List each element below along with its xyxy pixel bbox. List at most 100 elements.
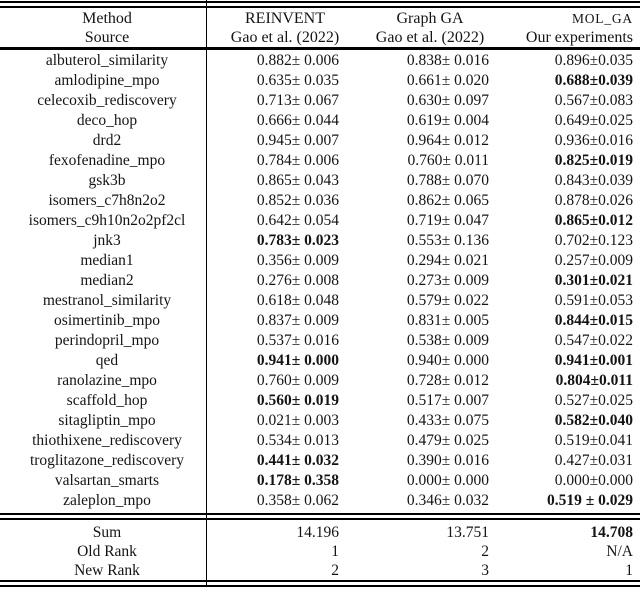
value-cell: 0.567±0.083 <box>554 92 633 109</box>
table-row: Old Rank 1 2 N/A <box>0 542 640 561</box>
value-cell: 0.649±0.025 <box>554 112 633 129</box>
summary-label: New Rank <box>74 562 140 579</box>
table-row: gsk3b 0.865± 0.043 0.788± 0.070 0.843±0.039 <box>0 171 640 191</box>
value-cell: 0.560± 0.019 <box>256 392 339 409</box>
method-label: celecoxib_rediscovery <box>37 92 177 109</box>
benchmark-rows: albuterol_similarity 0.882± 0.006 0.838± 0… <box>0 51 640 511</box>
method-label: drd2 <box>92 132 122 149</box>
value-cell: 0.804±0.011 <box>555 372 633 389</box>
table-row: troglitazone_rediscovery 0.441± 0.032 0.39… <box>0 451 640 471</box>
top-rule-thick <box>0 0 640 4</box>
table-row: jnk3 0.783± 0.023 0.553± 0.136 0.702±0.123 <box>0 231 640 251</box>
header-mol-ga-label: MOL_GA <box>571 10 633 26</box>
value-cell: 0.642± 0.054 <box>256 212 339 229</box>
table-row: median2 0.276± 0.008 0.273± 0.009 0.301±0.0… <box>0 271 640 291</box>
value-cell: 0.941± 0.000 <box>256 352 339 369</box>
header-reinvent-label: REINVENT <box>245 9 325 27</box>
bottom-rule-thick <box>0 579 640 583</box>
value-cell: 0.844±0.015 <box>554 312 633 329</box>
table-header: Method Source REINVENT Gao et al. (2022)… <box>0 9 640 47</box>
method-label: isomers_c9h10n2o2pf2cl <box>28 212 186 229</box>
summary-label: Sum <box>92 524 122 541</box>
value-cell: 0.760± 0.009 <box>256 372 339 389</box>
value-cell: 0.896±0.035 <box>554 52 633 69</box>
value-cell: 0.630± 0.097 <box>406 92 489 109</box>
method-label: fexofenadine_mpo <box>48 152 166 169</box>
value-cell: 0.427±0.031 <box>554 452 633 469</box>
table-row: osimertinib_mpo 0.837± 0.009 0.831± 0.005 0… <box>0 311 640 331</box>
value-cell: 0.635± 0.035 <box>256 72 339 89</box>
value-cell: 0.878±0.026 <box>554 192 633 209</box>
value-cell: 0.517± 0.007 <box>406 392 489 409</box>
table-row: celecoxib_rediscovery 0.713± 0.067 0.630± … <box>0 91 640 111</box>
value-cell: 0.719± 0.047 <box>406 212 489 229</box>
table-row: mestranol_similarity 0.618± 0.048 0.579± 0… <box>0 291 640 311</box>
header-mol-ga: MOL_GA Our experiments <box>496 9 640 47</box>
header-reinvent-citation: Gao et al. (2022) <box>230 28 340 46</box>
value-cell: 0.940± 0.000 <box>406 352 489 369</box>
value-cell: 0.178± 0.358 <box>256 472 339 489</box>
value-cell: 0.852± 0.036 <box>256 192 339 209</box>
value-cell: 0.964± 0.012 <box>406 132 489 149</box>
table-row: amlodipine_mpo 0.635± 0.035 0.661± 0.020 0.… <box>0 71 640 91</box>
header-separator-rule <box>0 47 640 50</box>
table-row: zaleplon_mpo 0.358± 0.062 0.346± 0.032 0.51… <box>0 491 640 511</box>
value-cell: 0.784± 0.006 <box>256 152 339 169</box>
value-cell: 0.838± 0.016 <box>406 52 489 69</box>
value-cell: N/A <box>606 543 633 560</box>
method-label: sitagliptin_mpo <box>58 412 156 429</box>
value-cell: 0.618± 0.048 <box>256 292 339 309</box>
method-label: scaffold_hop <box>66 392 148 409</box>
value-cell: 0.619± 0.004 <box>406 112 489 129</box>
method-label: perindopril_mpo <box>54 332 160 349</box>
table-row: fexofenadine_mpo 0.784± 0.006 0.760± 0.011… <box>0 151 640 171</box>
table-row: Sum 14.196 13.751 14.708 <box>0 523 640 542</box>
value-cell: 0.936±0.016 <box>554 132 633 149</box>
summary-label: Old Rank <box>77 543 137 560</box>
bottom-rule-thin <box>0 584 640 587</box>
value-cell: 0.865± 0.043 <box>256 172 339 189</box>
table-row: ranolazine_mpo 0.760± 0.009 0.728± 0.012 0.… <box>0 371 640 391</box>
method-label: deco_hop <box>76 112 138 129</box>
value-cell: 0.945± 0.007 <box>256 132 339 149</box>
value-cell: 0.390± 0.016 <box>406 452 489 469</box>
method-label: mestranol_similarity <box>42 292 172 309</box>
value-cell: 1 <box>331 543 339 560</box>
table-row: albuterol_similarity 0.882± 0.006 0.838± 0… <box>0 51 640 71</box>
value-cell: 0.582±0.040 <box>554 412 633 429</box>
value-cell: 0.000±0.000 <box>554 472 633 489</box>
method-label: gsk3b <box>88 172 126 189</box>
header-reinvent: REINVENT Gao et al. (2022) <box>206 9 352 47</box>
value-cell: 14.196 <box>296 524 339 541</box>
value-cell: 0.294± 0.021 <box>406 252 489 269</box>
value-cell: 0.547±0.022 <box>554 332 633 349</box>
header-method-label: Method <box>82 9 132 27</box>
value-cell: 0.527±0.025 <box>554 392 633 409</box>
header-graph-ga-citation: Gao et al. (2022) <box>375 28 485 46</box>
method-label: thiothixene_rediscovery <box>32 432 182 449</box>
value-cell: 0.301±0.021 <box>554 272 633 289</box>
method-label: osimertinib_mpo <box>54 312 160 329</box>
header-source-label: Source <box>84 28 130 46</box>
method-label: amlodipine_mpo <box>54 72 160 89</box>
table-row: qed 0.941± 0.000 0.940± 0.000 0.941±0.001 <box>0 351 640 371</box>
value-cell: 0.666± 0.044 <box>256 112 339 129</box>
table-row: scaffold_hop 0.560± 0.019 0.517± 0.007 0.52… <box>0 391 640 411</box>
table-row: sitagliptin_mpo 0.021± 0.003 0.433± 0.075 0… <box>0 411 640 431</box>
value-cell: 0.788± 0.070 <box>406 172 489 189</box>
table-row: thiothixene_rediscovery 0.534± 0.013 0.479… <box>0 431 640 451</box>
table-row: deco_hop 0.666± 0.044 0.619± 0.004 0.649±0.… <box>0 111 640 131</box>
value-cell: 0.702±0.123 <box>554 232 633 249</box>
table-row: perindopril_mpo 0.537± 0.016 0.538± 0.009 0… <box>0 331 640 351</box>
value-cell: 0.433± 0.075 <box>406 412 489 429</box>
value-cell: 0.441± 0.032 <box>256 452 339 469</box>
method-label: jnk3 <box>93 232 121 249</box>
method-label: median2 <box>80 272 134 289</box>
value-cell: 0.021± 0.003 <box>256 412 339 429</box>
value-cell: 0.358± 0.062 <box>256 492 339 509</box>
method-label: ranolazine_mpo <box>57 372 157 389</box>
value-cell: 0.534± 0.013 <box>256 432 339 449</box>
value-cell: 1 <box>625 562 633 579</box>
method-label: zaleplon_mpo <box>63 492 151 509</box>
method-label: troglitazone_rediscovery <box>29 452 185 469</box>
